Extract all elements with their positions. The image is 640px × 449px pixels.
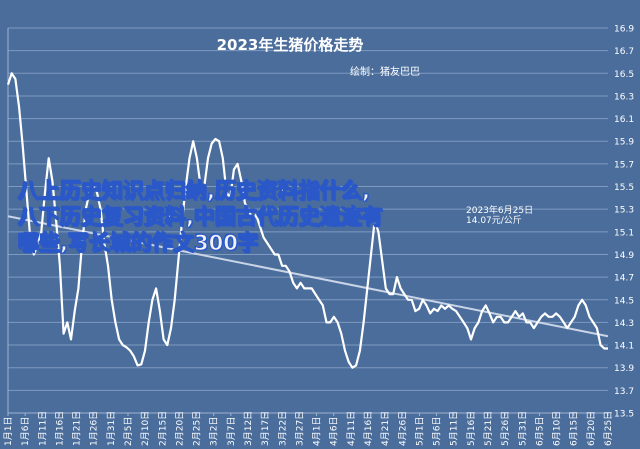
x-tick-label: 4月16日: [363, 411, 374, 446]
x-tick-label: 5月11日: [449, 411, 460, 446]
watermark-line-1: 八上历史知识点归纳,历史资料指什么,: [18, 179, 371, 204]
y-tick-label: 14.7: [614, 274, 634, 284]
annotation-date: 2023年6月25日: [466, 206, 534, 216]
x-tick-label: 6月20日: [586, 411, 597, 446]
x-tick-label: 4月1日: [312, 417, 323, 446]
x-tick-label: 2月20日: [174, 411, 185, 446]
x-tick-label: 4月11日: [346, 411, 357, 446]
x-tick-label: 5月26日: [500, 411, 511, 446]
y-tick-label: 14.3: [614, 319, 634, 329]
x-tick-label: 2月5日: [123, 417, 134, 446]
x-tick-label: 2月15日: [157, 411, 168, 446]
y-tick-label: 16.3: [614, 92, 634, 102]
watermark-line-2: 八下历史复习资料,中国古代历史遗迹有: [18, 205, 384, 230]
x-tick-label: 6月10日: [552, 411, 563, 446]
x-tick-label: 1月16日: [54, 411, 65, 446]
x-tick-label: 5月1日: [414, 417, 425, 446]
y-tick-label: 14.1: [614, 342, 634, 352]
y-tick-label: 15.1: [614, 228, 634, 238]
x-tick-label: 6月25日: [603, 411, 614, 446]
x-tick-label: 3月7日: [226, 417, 237, 446]
y-tick-label: 13.7: [614, 387, 634, 397]
x-tick-label: 2月10日: [140, 411, 151, 446]
x-tick-label: 1月1日: [3, 417, 14, 446]
trend-line: [7, 215, 609, 338]
y-tick-label: 15.9: [614, 138, 634, 148]
x-tick-label: 5月31日: [517, 411, 528, 446]
x-tick-label: 3月2日: [209, 417, 220, 446]
x-tick-label: 4月6日: [329, 417, 340, 446]
annotation: 2023年6月25日 14.07元/公斤: [466, 206, 533, 226]
x-tick-label: 4月26日: [397, 411, 408, 446]
x-tick-label: 4月21日: [380, 411, 391, 446]
series-line: [6, 72, 608, 369]
y-tick-label: 14.9: [614, 251, 634, 261]
y-tick-label: 16.7: [614, 47, 634, 57]
x-tick-label: 6月5日: [534, 417, 545, 446]
x-tick-label: 1月26日: [89, 411, 100, 446]
y-tick-label: 14.5: [614, 296, 634, 306]
y-tick-label: 15.3: [614, 206, 634, 216]
y-tick-label: 16.5: [614, 70, 634, 80]
x-tick-label: 1月6日: [20, 417, 31, 446]
y-tick-label: 15.5: [614, 183, 634, 193]
y-tick-label: 13.9: [614, 364, 634, 374]
y-tick-label: 15.7: [614, 160, 634, 170]
annotation-value: 14.07元/公斤: [466, 216, 522, 226]
watermark-text: 八上历史知识点归纳,历史资料指什么, 八下历史复习资料,中国古代历史遗迹有 哪些…: [18, 178, 618, 256]
x-tick-label: 1月31日: [106, 411, 117, 446]
x-tick-label: 3月12日: [243, 411, 254, 446]
chart-title: 2023年生猪价格走势: [216, 36, 364, 54]
x-tick-label: 6月15日: [569, 411, 580, 446]
y-tick-label: 16.9: [614, 25, 634, 35]
x-tick-label: 3月17日: [260, 411, 271, 446]
x-tick-label: 2月25日: [192, 411, 203, 446]
x-tick-label: 5月21日: [483, 411, 494, 446]
chart-subtitle: 绘制：猪友巴巴: [350, 67, 420, 78]
x-tick-label: 3月27日: [294, 411, 305, 446]
x-tick-label: 3月22日: [277, 411, 288, 446]
x-tick-label: 5月16日: [466, 411, 477, 446]
watermark-line-3: 哪些,写长城的作文300字: [18, 231, 260, 256]
x-tick-label: 1月21日: [72, 411, 83, 446]
y-tick-label: 16.1: [614, 115, 634, 125]
y-tick-label: 13.5: [614, 410, 634, 420]
x-tick-label: 5月6日: [432, 417, 443, 446]
x-tick-label: 1月11日: [37, 411, 48, 446]
